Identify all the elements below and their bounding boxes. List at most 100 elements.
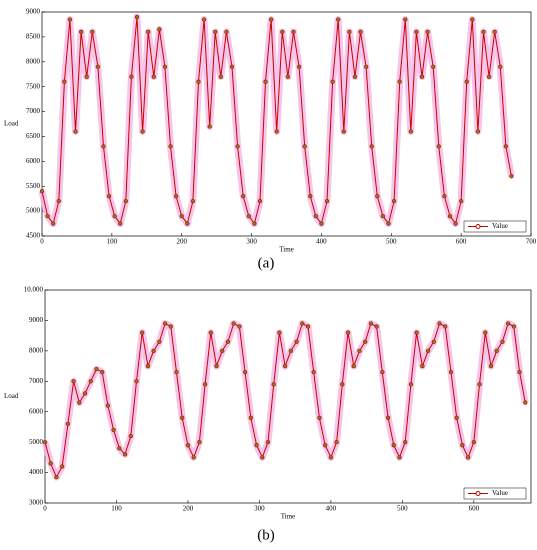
x-axis-label: Time xyxy=(281,513,296,521)
marker xyxy=(453,221,458,226)
marker xyxy=(285,74,291,79)
marker xyxy=(179,213,184,219)
marker xyxy=(128,433,133,439)
marker xyxy=(509,174,514,179)
marker xyxy=(324,199,330,204)
y-tick-label: 7000 xyxy=(29,377,44,385)
marker xyxy=(280,29,285,35)
marker xyxy=(271,382,276,387)
marker xyxy=(345,330,351,335)
x-tick-label: 500 xyxy=(386,238,397,246)
y-tick-label: 8000 xyxy=(26,57,41,65)
marker xyxy=(500,339,505,344)
marker xyxy=(486,74,492,79)
marker xyxy=(140,330,145,335)
marker xyxy=(129,74,134,79)
marker xyxy=(134,14,140,20)
marker xyxy=(254,443,259,448)
marker xyxy=(237,324,242,329)
marker xyxy=(268,17,274,22)
marker xyxy=(436,144,441,149)
marker xyxy=(185,221,190,226)
marker xyxy=(191,455,196,460)
marker xyxy=(162,321,168,326)
x-tick-label: 0 xyxy=(40,238,44,246)
marker xyxy=(447,213,453,219)
marker xyxy=(202,382,208,387)
marker xyxy=(341,129,346,134)
marker xyxy=(157,27,162,32)
x-tick-label: 500 xyxy=(397,505,408,513)
x-tick-label: 300 xyxy=(246,238,257,246)
marker xyxy=(414,29,419,35)
marker xyxy=(235,144,240,149)
marker xyxy=(105,403,111,408)
marker xyxy=(162,64,168,69)
marker xyxy=(330,79,335,84)
marker xyxy=(403,439,408,445)
marker xyxy=(363,64,369,69)
marker xyxy=(168,324,173,329)
marker xyxy=(511,324,516,329)
marker xyxy=(363,339,368,344)
marker xyxy=(475,129,481,134)
marker xyxy=(458,199,464,204)
y-tick-label: 3000 xyxy=(29,499,44,507)
marker xyxy=(391,199,397,204)
marker xyxy=(67,17,73,22)
marker xyxy=(328,455,334,460)
marker xyxy=(374,324,379,329)
x-tick-label: 0 xyxy=(43,505,47,513)
marker xyxy=(323,443,328,448)
x-tick-label: 400 xyxy=(316,238,327,246)
x-tick-label: 700 xyxy=(526,238,537,246)
marker xyxy=(414,330,419,335)
marker xyxy=(483,330,488,335)
marker xyxy=(180,415,185,420)
marker xyxy=(88,379,93,384)
marker xyxy=(260,455,265,460)
x-tick-label: 100 xyxy=(111,505,122,513)
marker xyxy=(492,29,497,35)
legend-label: Value xyxy=(492,222,508,230)
caption: (a) xyxy=(258,255,275,271)
y-tick-label: 6500 xyxy=(26,132,41,140)
marker xyxy=(397,79,402,84)
marker xyxy=(282,363,288,369)
marker xyxy=(274,129,279,134)
legend-marker xyxy=(475,224,481,229)
marker xyxy=(523,400,528,405)
marker xyxy=(117,446,122,451)
y-tick-label: 5000 xyxy=(26,207,41,215)
marker xyxy=(146,29,151,35)
y-tick-label: 8000 xyxy=(29,346,44,354)
marker xyxy=(77,400,82,405)
x-tick-label: 100 xyxy=(107,238,118,246)
y-tick-label: 10.000 xyxy=(24,286,44,294)
marker xyxy=(157,339,162,344)
marker xyxy=(352,74,358,79)
marker xyxy=(190,199,196,204)
marker xyxy=(140,129,145,134)
marker xyxy=(448,370,454,375)
legend-marker xyxy=(475,491,481,496)
marker xyxy=(386,221,391,226)
marker xyxy=(208,330,213,335)
y-tick-label: 5000 xyxy=(29,438,44,446)
x-tick-label: 400 xyxy=(326,505,337,513)
y-tick-label: 7000 xyxy=(26,107,41,115)
marker xyxy=(241,194,246,199)
marker xyxy=(380,213,386,219)
marker xyxy=(494,348,499,354)
marker xyxy=(488,363,494,369)
marker xyxy=(39,189,45,194)
marker xyxy=(465,455,471,460)
marker xyxy=(48,461,53,466)
marker xyxy=(294,339,299,344)
marker xyxy=(220,348,225,354)
marker xyxy=(263,79,268,84)
marker xyxy=(229,64,235,69)
marker xyxy=(60,464,65,469)
marker xyxy=(358,29,363,35)
x-tick-label: 200 xyxy=(176,238,187,246)
